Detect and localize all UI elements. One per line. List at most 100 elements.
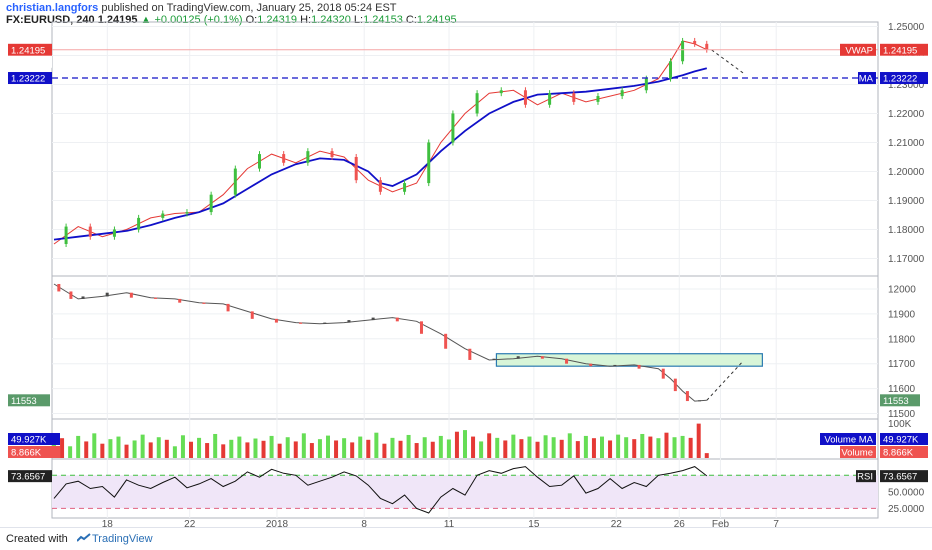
comparison-candle bbox=[105, 292, 109, 297]
comparison-tick-label: 11900 bbox=[888, 309, 916, 320]
volume-bar bbox=[180, 435, 185, 458]
high-value: 1.24320 bbox=[311, 14, 351, 26]
value-tags: 1.2419503:35:291.232221155349.927K8.866K… bbox=[8, 43, 928, 483]
volume-bar bbox=[479, 441, 484, 458]
comparison-tick-label: 11600 bbox=[888, 384, 916, 395]
volume-bar bbox=[471, 436, 476, 458]
author-link[interactable]: christian.langfors bbox=[6, 2, 99, 14]
volume-bar bbox=[197, 437, 202, 458]
comparison-candle bbox=[589, 363, 593, 367]
volume-bar bbox=[140, 434, 145, 458]
left-countdown-tag: 03:35:29 bbox=[11, 57, 48, 68]
volume-bar bbox=[640, 433, 645, 458]
right-volume-ma-tag: 49.927K bbox=[883, 435, 919, 446]
price-candle bbox=[596, 96, 600, 102]
volume-bar bbox=[164, 439, 169, 458]
left-volume-ma-tag: 49.927K bbox=[11, 435, 47, 446]
volume-bar bbox=[704, 453, 709, 458]
x-tick-label: 15 bbox=[528, 519, 540, 528]
x-axis-labels: 18 22 2018 8 11 15 22 26 Feb 7 bbox=[102, 519, 780, 528]
volume-bar bbox=[632, 439, 637, 458]
price-tick-label: 1.23000 bbox=[888, 80, 925, 91]
volume-bar bbox=[132, 440, 137, 458]
volume-bar bbox=[696, 423, 701, 458]
comparison-candle bbox=[323, 322, 327, 324]
volume-bar bbox=[334, 440, 339, 458]
comparison-candle bbox=[274, 318, 278, 323]
volume-bar bbox=[261, 440, 266, 458]
volume-bar bbox=[600, 436, 604, 458]
left-volume-ma-tag-bg bbox=[8, 433, 60, 445]
left-comparison-tag: 11553 bbox=[11, 396, 37, 407]
comparison-candle bbox=[468, 348, 472, 360]
tradingview-logo-icon bbox=[77, 533, 91, 542]
price-candle bbox=[306, 151, 310, 163]
right-comparison-tag: 11553 bbox=[883, 396, 909, 407]
ohlc-line: FX:EURUSD, 240 1.24195 ▲ +0.00125 (+0.1%… bbox=[6, 14, 457, 26]
volume-bar bbox=[277, 443, 282, 458]
comparison-candle bbox=[444, 333, 448, 349]
target-box[interactable] bbox=[495, 353, 763, 367]
price-candle bbox=[258, 154, 261, 169]
volume-bar bbox=[358, 436, 363, 458]
comparison-candle bbox=[419, 321, 423, 334]
volume-bar bbox=[100, 443, 105, 458]
volume-bar bbox=[156, 437, 161, 458]
comparison-candle bbox=[129, 292, 133, 298]
volume-bars bbox=[52, 423, 709, 458]
volume-bar bbox=[189, 441, 193, 458]
left-comparison-tag-bg bbox=[8, 394, 50, 407]
right-price-tag: 1.24195 bbox=[883, 45, 917, 56]
published-text: published on TradingView.com, January 25… bbox=[101, 2, 397, 14]
comparison-tick-label: 12000 bbox=[888, 284, 916, 295]
volume-bar bbox=[591, 438, 596, 458]
volume-tick-label: 100K bbox=[888, 419, 912, 430]
price-candle bbox=[354, 156, 358, 181]
comparison-candle bbox=[371, 317, 375, 321]
price-candle bbox=[499, 90, 503, 94]
price-candle bbox=[330, 151, 334, 157]
close-label: C: bbox=[405, 14, 417, 26]
volume-bar bbox=[84, 441, 89, 458]
volume-bar bbox=[374, 432, 379, 458]
price-candle bbox=[475, 93, 479, 114]
left-price-tag: 1.24195 bbox=[11, 45, 45, 56]
rsi-line bbox=[53, 466, 708, 514]
volume-bar bbox=[108, 439, 113, 458]
volume-bar bbox=[342, 438, 347, 458]
volume-bar bbox=[406, 434, 411, 458]
tradingview-brand[interactable]: TradingView bbox=[92, 533, 153, 545]
comparison-candle bbox=[516, 356, 520, 359]
volume-bar bbox=[454, 431, 459, 458]
volume-bar bbox=[551, 437, 556, 458]
volume-bar bbox=[680, 435, 685, 458]
left-ma-tag-bg bbox=[8, 72, 52, 85]
volume-bar bbox=[382, 443, 387, 458]
price-candle bbox=[185, 212, 189, 214]
price-candle bbox=[548, 93, 552, 105]
volume-bar bbox=[213, 433, 218, 458]
volume-bar bbox=[221, 444, 226, 458]
price-candle bbox=[403, 183, 407, 192]
volume-bar bbox=[390, 437, 395, 458]
price-candle bbox=[451, 113, 455, 143]
right-ma-tag-bg bbox=[880, 72, 928, 85]
volume-bar bbox=[326, 435, 330, 458]
price-tick-label: 1.18000 bbox=[888, 225, 925, 236]
price-tick-label: 1.21000 bbox=[888, 138, 925, 149]
symbol-label: FX:EURUSD, 240 bbox=[6, 14, 95, 26]
vwap-label-tag-bg bbox=[840, 43, 876, 56]
volume-bar bbox=[608, 440, 613, 458]
comparison-candle bbox=[685, 391, 689, 402]
comparison-candle bbox=[178, 298, 182, 303]
volume-bar bbox=[422, 437, 427, 458]
volume-bar bbox=[116, 436, 121, 458]
volume-bar bbox=[495, 437, 500, 458]
volume-bar bbox=[583, 435, 588, 458]
volume-bar bbox=[487, 433, 492, 458]
price-candle bbox=[669, 61, 672, 79]
chart-header: christian.langfors published on TradingV… bbox=[6, 2, 457, 26]
open-label: O: bbox=[245, 14, 258, 26]
change-value: ▲ +0.00125 (+0.1%) bbox=[140, 14, 243, 26]
